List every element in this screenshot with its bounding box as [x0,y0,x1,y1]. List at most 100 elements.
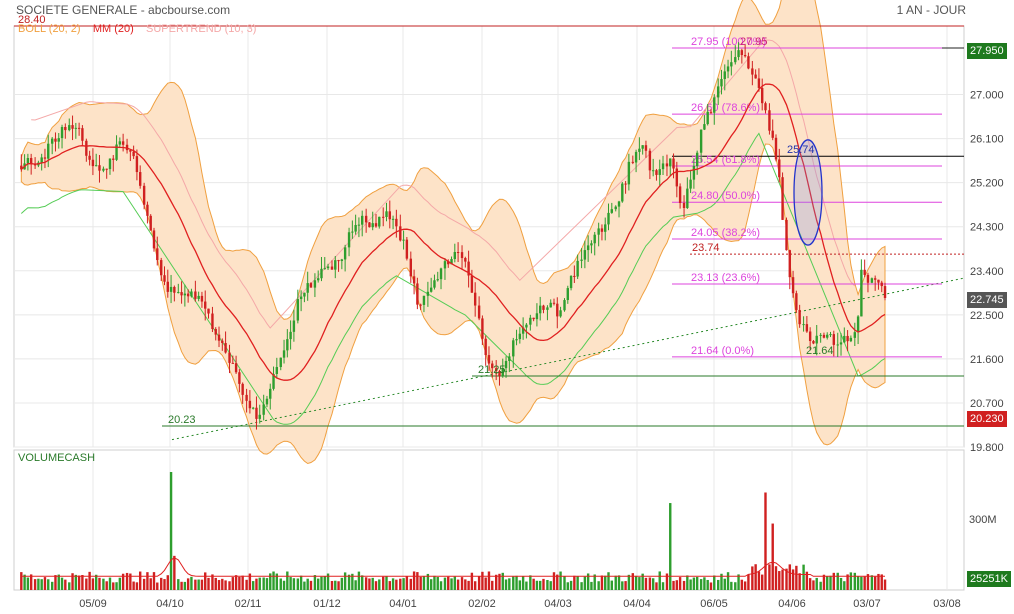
candle-body [593,234,596,244]
volume-bar [638,577,641,590]
volume-bar [586,573,590,590]
candle-body [286,339,289,351]
candle-body [669,158,672,167]
candle-body [299,296,303,300]
volume-bar [186,578,190,590]
candle-body [241,383,244,395]
volume-bar [292,578,296,590]
candle-body [586,245,590,251]
volume-bar [734,582,737,590]
date-tick-label: 03/07 [853,598,881,610]
volume-bar [853,572,857,590]
volume-bar [54,575,57,590]
volume-bar [71,573,74,590]
volume-bar [395,579,398,590]
candle-body [248,400,252,409]
volume-bar [614,575,617,590]
volume-bar [323,576,326,590]
volume-bar [177,579,180,590]
volume-bar [597,581,600,590]
candle-body [791,277,795,294]
volume-bar [326,573,330,590]
volume-bar [757,571,761,590]
price-tick-label: 19.800 [970,442,1004,454]
candle-body [221,340,224,343]
candle-body [47,143,50,159]
candle-body [282,350,286,358]
candle-body [549,302,552,308]
legend-mm: MM (20) [92,23,134,35]
candle-body [436,279,439,281]
candle-body [631,161,635,163]
bollinger-band [20,0,886,465]
volume-bar [822,574,826,590]
date-tick-label: 03/08 [933,598,961,610]
volume-bar [433,575,436,590]
candle-body [734,57,737,63]
volume-bar [504,579,508,590]
volume-bar [453,576,457,590]
volume-bar [156,582,159,590]
candle-body [211,313,214,329]
date-tick-label: 04/03 [544,598,572,610]
candle-body [91,159,95,167]
candle-body [354,224,357,232]
volume-bar [484,577,487,590]
candle-body [94,165,98,167]
volume-bar [146,572,149,590]
volume-bar [320,576,323,590]
candle-body [866,274,870,283]
date-tick-label: 02/11 [235,598,262,610]
candle-body [228,352,231,363]
volume-bar [658,571,661,590]
candle-body [326,266,330,269]
candle-body [361,215,364,225]
volume-bar [678,577,682,590]
fib-label: 24.80 (50.0%) [691,190,760,202]
candle-body [323,268,326,270]
candle-body [873,278,877,280]
candle-body [774,137,778,160]
fib-label: 26.60 (78.6%) [691,102,760,114]
candle-body [388,211,391,220]
candle-body [416,283,419,305]
candle-body [607,212,610,225]
volume-bar [426,573,430,590]
volume-bar [464,579,467,590]
candle-body [580,259,583,261]
candle-body [152,230,156,249]
candle-body [279,357,282,368]
volume-bar [228,581,231,590]
candle-body [695,152,699,167]
volume-bar [498,573,501,590]
candle-body [197,295,200,299]
candle-body [88,155,91,160]
candle-body [456,252,460,254]
date-tick-label: 01/12 [313,598,341,610]
candle-body [515,339,518,341]
candle-body [138,172,142,186]
volume-bar [98,577,101,590]
fib-label: 21.64 (0.0%) [691,345,754,357]
candle-body [644,145,648,151]
candle-body [402,239,405,241]
volume-bar [197,579,200,590]
volume-bar [836,572,839,590]
candle-body [525,324,528,328]
candle-body [289,331,292,340]
volume-bar [576,575,579,590]
candle-body [433,280,436,288]
volume-bar [121,573,125,590]
volume-bar [217,580,221,590]
candle-body [883,286,887,298]
volume-bar [764,492,767,590]
candle-body [856,316,860,333]
candle-body [29,158,33,165]
period-label[interactable]: 1 AN - JOUR [896,3,966,17]
volume-bar [713,575,716,590]
volume-bar [743,581,747,590]
candle-body [699,129,703,153]
price-tick-label: 21.600 [970,354,1004,366]
volume-bar [388,581,391,590]
